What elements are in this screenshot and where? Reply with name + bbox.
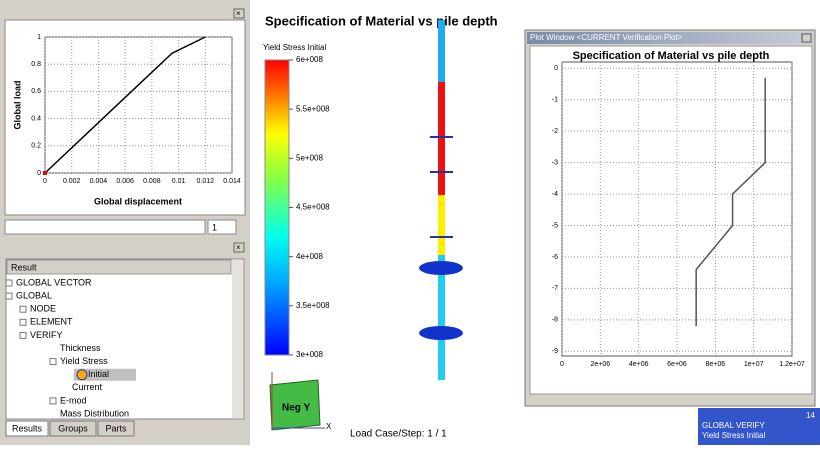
tab-label: Parts bbox=[105, 423, 127, 433]
tree-expander[interactable] bbox=[20, 306, 26, 312]
screen: × 0 0.002 0.004 0.006 0.008 0.01 0.012 0.014 0 0.… bbox=[0, 0, 820, 445]
x-tick-label: 0.012 bbox=[197, 178, 215, 185]
tree-item[interactable]: Current bbox=[72, 382, 103, 392]
view-title: Specification of Material vs pile depth bbox=[265, 13, 498, 28]
tree-item[interactable]: GLOBAL bbox=[16, 290, 52, 300]
y-tick-label: 0.4 bbox=[31, 115, 41, 122]
status-number: 14 bbox=[806, 411, 815, 420]
x-tick-label: 0.004 bbox=[90, 178, 108, 185]
scrollbar[interactable] bbox=[232, 260, 243, 418]
status-line: GLOBAL VERIFY bbox=[702, 421, 766, 430]
legend-tick-label: 5.5e+008 bbox=[296, 104, 330, 113]
tree-expander[interactable] bbox=[20, 332, 26, 338]
tree-header-label: Result bbox=[11, 262, 37, 272]
step-value: 1 bbox=[212, 222, 217, 232]
plot-canvas bbox=[530, 46, 812, 394]
y-tick-label: -3 bbox=[552, 159, 558, 166]
tree-header bbox=[7, 260, 231, 274]
tree-expander[interactable] bbox=[6, 293, 12, 299]
page: {"left_panel": { "load_plot": {"type": "… bbox=[0, 0, 820, 445]
y-tick-label: 0.2 bbox=[31, 143, 41, 150]
body: × 0 0.002 0.004 0.006 0.008 0.01 0.012 0.014 0 0.… bbox=[0, 0, 820, 445]
legend-tick-label: 4.5e+008 bbox=[296, 203, 330, 212]
plot-title: Specification of Material vs pile depth bbox=[573, 50, 770, 62]
y-tick-label: -5 bbox=[552, 222, 558, 229]
close-x: × bbox=[236, 9, 241, 18]
y-tick-label: -9 bbox=[552, 348, 558, 355]
legend-tick-label: 3e+008 bbox=[296, 350, 323, 359]
x-tick-label: 0.002 bbox=[63, 178, 81, 185]
tree-item[interactable]: GLOBAL VECTOR bbox=[16, 277, 92, 287]
y-tick-label: 0 bbox=[554, 65, 558, 72]
triad-x: X bbox=[326, 422, 332, 431]
x-tick-label: 0 bbox=[560, 361, 564, 368]
tree-item[interactable]: Mass Distribution bbox=[60, 408, 129, 418]
x-tick-label: 6e+06 bbox=[667, 361, 687, 368]
triad-label: Neg Y bbox=[282, 403, 310, 414]
tree-expander[interactable] bbox=[20, 319, 26, 325]
status-line: Yield Stress Initial bbox=[702, 431, 766, 440]
y-tick-label: -1 bbox=[552, 97, 558, 104]
x-tick-label: 0.006 bbox=[116, 178, 134, 185]
tree-item[interactable]: ELEMENT bbox=[30, 317, 73, 327]
tree-item[interactable]: Thickness bbox=[60, 343, 101, 353]
tabs: Results Groups Parts bbox=[6, 421, 134, 436]
load-case: Load Case/Step: 1 / 1 bbox=[350, 429, 447, 440]
y-tick-label: 0.6 bbox=[31, 88, 41, 95]
x-tick-label: 1e+07 bbox=[744, 361, 764, 368]
tree-expander[interactable] bbox=[50, 359, 56, 365]
tree-item[interactable]: Initial bbox=[88, 369, 109, 379]
tree-item[interactable]: Yield Stress bbox=[60, 356, 108, 366]
tab-label: Results bbox=[12, 423, 43, 433]
y-tick-label: -6 bbox=[552, 254, 558, 261]
tab-label: Groups bbox=[58, 423, 88, 433]
legend-tick-label: 4e+008 bbox=[296, 252, 323, 261]
x-tick-label: 0.014 bbox=[223, 178, 241, 185]
plot-window-title: Plot Window <CURRENT Verification Plot> bbox=[530, 33, 683, 42]
tree-item[interactable]: VERIFY bbox=[30, 330, 63, 340]
tree-expander[interactable] bbox=[6, 280, 12, 286]
tree-icon bbox=[77, 370, 87, 380]
y-tick-label: 1 bbox=[37, 34, 41, 41]
y-tick-label: 0 bbox=[37, 170, 41, 177]
color-bar bbox=[265, 60, 289, 355]
close-button[interactable] bbox=[802, 34, 811, 42]
x-tick-label: 1.2e+07 bbox=[779, 361, 805, 368]
x-tick-label: 2e+06 bbox=[590, 361, 610, 368]
x-tick-label: 0.008 bbox=[143, 178, 161, 185]
x-tick-label: 0 bbox=[43, 178, 47, 185]
y-axis-label: Global load bbox=[12, 80, 22, 129]
y-tick-label: 0.8 bbox=[31, 61, 41, 68]
legend-title: Yield Stress Initial bbox=[263, 43, 327, 52]
x-tick-label: 8e+06 bbox=[705, 361, 725, 368]
legend-tick-label: 3.5e+008 bbox=[296, 301, 330, 310]
close-x: × bbox=[236, 243, 241, 252]
x-tick-label: 4e+06 bbox=[629, 361, 649, 368]
y-tick-label: -8 bbox=[552, 317, 558, 324]
y-tick-label: -2 bbox=[552, 128, 558, 135]
y-tick-label: -4 bbox=[552, 191, 558, 198]
tree-item[interactable]: E-mod bbox=[60, 395, 87, 405]
legend-tick-label: 6e+008 bbox=[296, 55, 323, 64]
legend-tick-label: 5e+008 bbox=[296, 153, 323, 162]
x-axis-label: Global displacement bbox=[94, 196, 182, 206]
slider[interactable] bbox=[5, 220, 205, 234]
tree-expander[interactable] bbox=[50, 398, 56, 404]
tree-item[interactable]: NODE bbox=[30, 304, 56, 314]
start-marker bbox=[43, 171, 47, 175]
x-tick-label: 0.01 bbox=[172, 178, 186, 185]
y-tick-label: -7 bbox=[552, 285, 558, 292]
